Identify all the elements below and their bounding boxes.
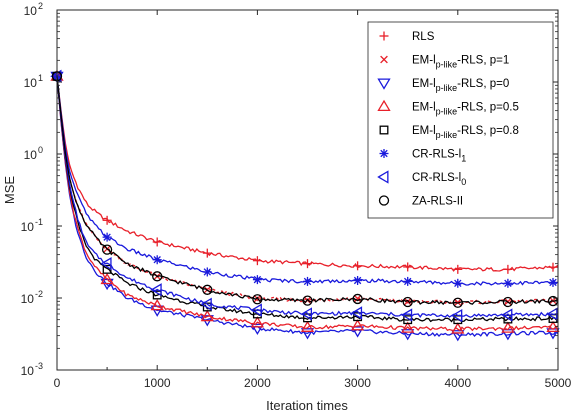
point-em-lp-like-rls-p-0-5-6: [350, 319, 365, 331]
legend-marker-em-lp-like-rls-p-0-5: [377, 99, 391, 111]
point-cr-rls-l0-6: [350, 306, 363, 320]
point-em-lp-like-rls-p-0-6: [350, 326, 365, 338]
series-layer: [50, 69, 560, 342]
series-line-em-lp-like-rls-p-0: [56, 76, 559, 338]
point-cr-rls-l0-7: [400, 308, 413, 322]
series-za-rls-ii: [51, 71, 559, 308]
point-rls-7: [403, 262, 413, 272]
point-cr-rls-l0-2: [150, 283, 162, 297]
point-em-lp-like-rls-p-0-5-8: [451, 322, 465, 334]
point-em-lp-like-rls-p-1-8: [453, 298, 462, 307]
legend-marker-em-lp-like-rls-p-1: [380, 55, 388, 64]
legend-box: [367, 21, 554, 219]
point-cr-rls-l0-9: [501, 308, 513, 322]
point-em-lp-like-rls-p-0-8: [451, 330, 465, 342]
point-za-rls-ii-3: [202, 284, 213, 295]
point-em-lp-like-rls-p-0-5-7: [401, 321, 415, 333]
point-rls-6: [353, 261, 363, 271]
point-cr-rls-l1-4: [252, 275, 262, 285]
point-rls-4: [252, 256, 262, 266]
x-tick-label-5000: 5000: [545, 376, 572, 390]
legend-label-em-lp-like-rls-p-0: EM-lp-like-RLS, p=0: [412, 78, 509, 93]
point-cr-rls-l1-2: [152, 255, 162, 265]
x-tick-label-0: 0: [54, 376, 61, 390]
x-tick-label-1000: 1000: [144, 376, 171, 390]
series-line-em-lp-like-rls-p-0-5: [56, 76, 559, 332]
point-cr-rls-l1-7: [403, 276, 413, 286]
point-em-lp-like-rls-p-0-7: [401, 329, 415, 341]
point-rls-5: [303, 259, 312, 269]
point-em-lp-like-rls-p-0-5: [300, 328, 315, 340]
series-cr-rls-l0: [50, 69, 559, 323]
series-line-em-lp-like-rls-p-0-8: [56, 76, 559, 323]
x-tick-label-2000: 2000: [244, 376, 271, 390]
point-za-rls-ii-6: [352, 293, 363, 305]
legend-label-em-lp-like-rls-p-0-8: EM-lp-like-RLS, p=0.8: [412, 125, 519, 140]
point-za-rls-ii-7: [402, 296, 413, 308]
point-cr-rls-l0-1: [100, 257, 112, 271]
point-cr-rls-l1-3: [202, 267, 212, 277]
legend-label-rls: RLS: [412, 31, 435, 43]
point-za-rls-ii-2: [152, 271, 163, 282]
point-cr-rls-l1-9: [503, 278, 513, 288]
point-za-rls-ii-8: [452, 297, 463, 308]
point-za-rls-ii-4: [252, 294, 263, 305]
point-em-lp-like-rls-p-1-6: [353, 294, 362, 303]
point-cr-rls-l0-5: [300, 307, 313, 321]
series-line-za-rls-ii: [56, 76, 559, 306]
point-rls-8: [453, 264, 463, 274]
series-line-cr-rls-l0: [56, 76, 559, 318]
point-cr-rls-l0-8: [451, 308, 463, 323]
legend-label-za-rls-ii: ZA-RLS-II: [412, 196, 463, 208]
legend: RLS EM-lp-like-RLS, p=1 EM-lp-like-RLS, p=…: [367, 21, 554, 219]
legend-marker-em-lp-like-rls-p-0: [377, 78, 391, 90]
point-em-lp-like-rls-p-0-5-4: [250, 316, 265, 328]
point-cr-rls-l0-3: [200, 297, 212, 311]
point-cr-rls-l1-8: [453, 278, 463, 288]
legend-marker-rls: [379, 31, 389, 41]
legend-marker-cr-rls-l0: [377, 170, 389, 184]
point-rls-1: [102, 215, 112, 225]
legend-marker-cr-rls-l1: [379, 149, 389, 158]
x-tick-label-3000: 3000: [344, 376, 371, 390]
point-cr-rls-l1-6: [353, 276, 363, 286]
point-rls-2: [152, 237, 162, 247]
point-cr-rls-l1-5: [303, 276, 312, 286]
point-em-lp-like-rls-p-0-5-5: [300, 320, 315, 332]
point-em-lp-like-rls-p-0-5-9: [501, 321, 515, 333]
point-em-lp-like-rls-p-0-5-1: [100, 272, 114, 285]
y-axis-label: MSE: [2, 176, 17, 205]
point-cr-rls-l1-10: [548, 277, 558, 287]
point-rls-10: [548, 262, 558, 272]
point-za-rls-ii-9: [502, 296, 514, 308]
legend-label-cr-rls-l0: CR-RLS-l0: [412, 172, 466, 187]
point-em-lp-like-rls-p-0-5-2: [150, 298, 164, 311]
x-tick-label-4000: 4000: [444, 376, 471, 390]
ticks-layer: 0 1000 2000 3000 4000 500010-310-210-11001011…: [21, 1, 572, 390]
x-axis-label: Iteration times: [266, 398, 348, 413]
legend-label-em-lp-like-rls-p-0-5: EM-lp-like-RLS, p=0.5: [412, 102, 519, 117]
legend-label-cr-rls-l1: CR-RLS-l1: [412, 149, 466, 164]
point-rls-9: [503, 264, 513, 274]
point-rls-3: [202, 248, 212, 258]
point-em-lp-like-rls-p-0-4: [250, 323, 265, 336]
point-za-rls-ii-5: [302, 295, 313, 306]
point-cr-rls-l0-4: [250, 303, 262, 317]
series-cr-rls-l1: [52, 71, 559, 288]
point-em-lp-like-rls-p-0-5-3: [200, 309, 214, 322]
point-za-rls-ii-1: [101, 244, 113, 255]
point-cr-rls-l1-1: [102, 232, 112, 242]
legend-marker-za-rls-ii: [378, 195, 390, 206]
legend-marker-em-lp-like-rls-p-0-8: [379, 125, 389, 135]
point-em-lp-like-rls-p-1-7: [403, 297, 412, 306]
point-cr-rls-l0-0: [50, 69, 62, 83]
legend-label-em-lp-like-rls-p-1: EM-lp-like-RLS, p=1: [412, 55, 509, 70]
